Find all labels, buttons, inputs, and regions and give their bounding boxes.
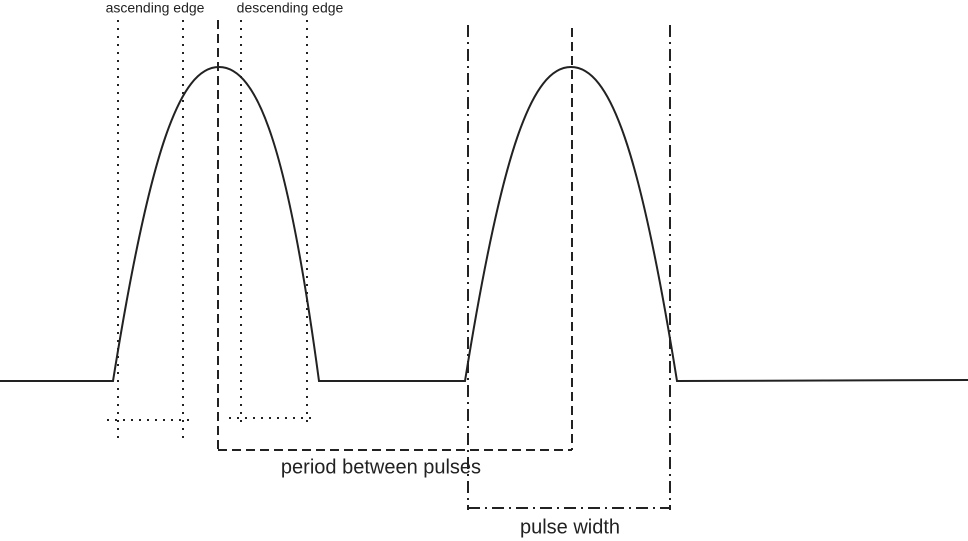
label: descending edge bbox=[237, 0, 344, 16]
waveform bbox=[0, 65, 968, 383]
label: pulse width bbox=[520, 516, 620, 538]
label: period between pulses bbox=[281, 456, 481, 478]
label: ascending edge bbox=[106, 0, 205, 16]
